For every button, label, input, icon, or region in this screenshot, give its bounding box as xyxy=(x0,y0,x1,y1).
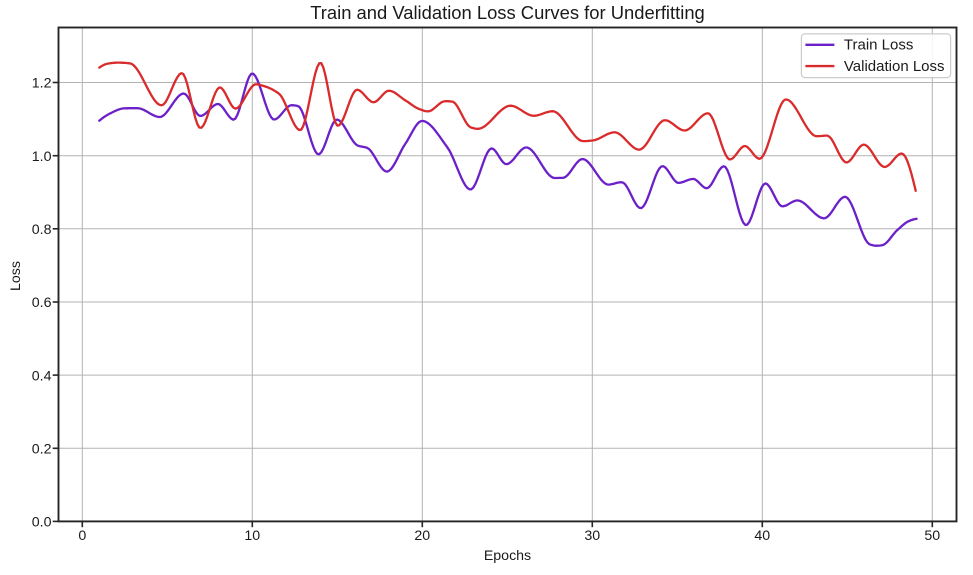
svg-text:0.2: 0.2 xyxy=(32,442,52,458)
svg-text:0: 0 xyxy=(78,528,86,544)
svg-text:Train Loss: Train Loss xyxy=(844,37,913,54)
svg-text:1.0: 1.0 xyxy=(32,149,52,165)
svg-text:Loss: Loss xyxy=(8,261,24,291)
svg-text:20: 20 xyxy=(414,528,430,544)
svg-text:Validation Loss: Validation Loss xyxy=(844,58,945,75)
svg-text:0.6: 0.6 xyxy=(32,295,52,311)
svg-text:Epochs: Epochs xyxy=(484,548,531,564)
svg-text:10: 10 xyxy=(244,528,260,544)
svg-text:1.2: 1.2 xyxy=(32,76,52,92)
svg-text:Train and Validation Loss Curv: Train and Validation Loss Curves for Und… xyxy=(310,2,705,23)
svg-text:50: 50 xyxy=(924,528,940,544)
svg-text:0.0: 0.0 xyxy=(32,515,52,531)
svg-text:40: 40 xyxy=(754,528,770,544)
svg-text:0.4: 0.4 xyxy=(32,368,52,384)
svg-text:0.8: 0.8 xyxy=(32,222,52,238)
svg-text:30: 30 xyxy=(584,528,600,544)
